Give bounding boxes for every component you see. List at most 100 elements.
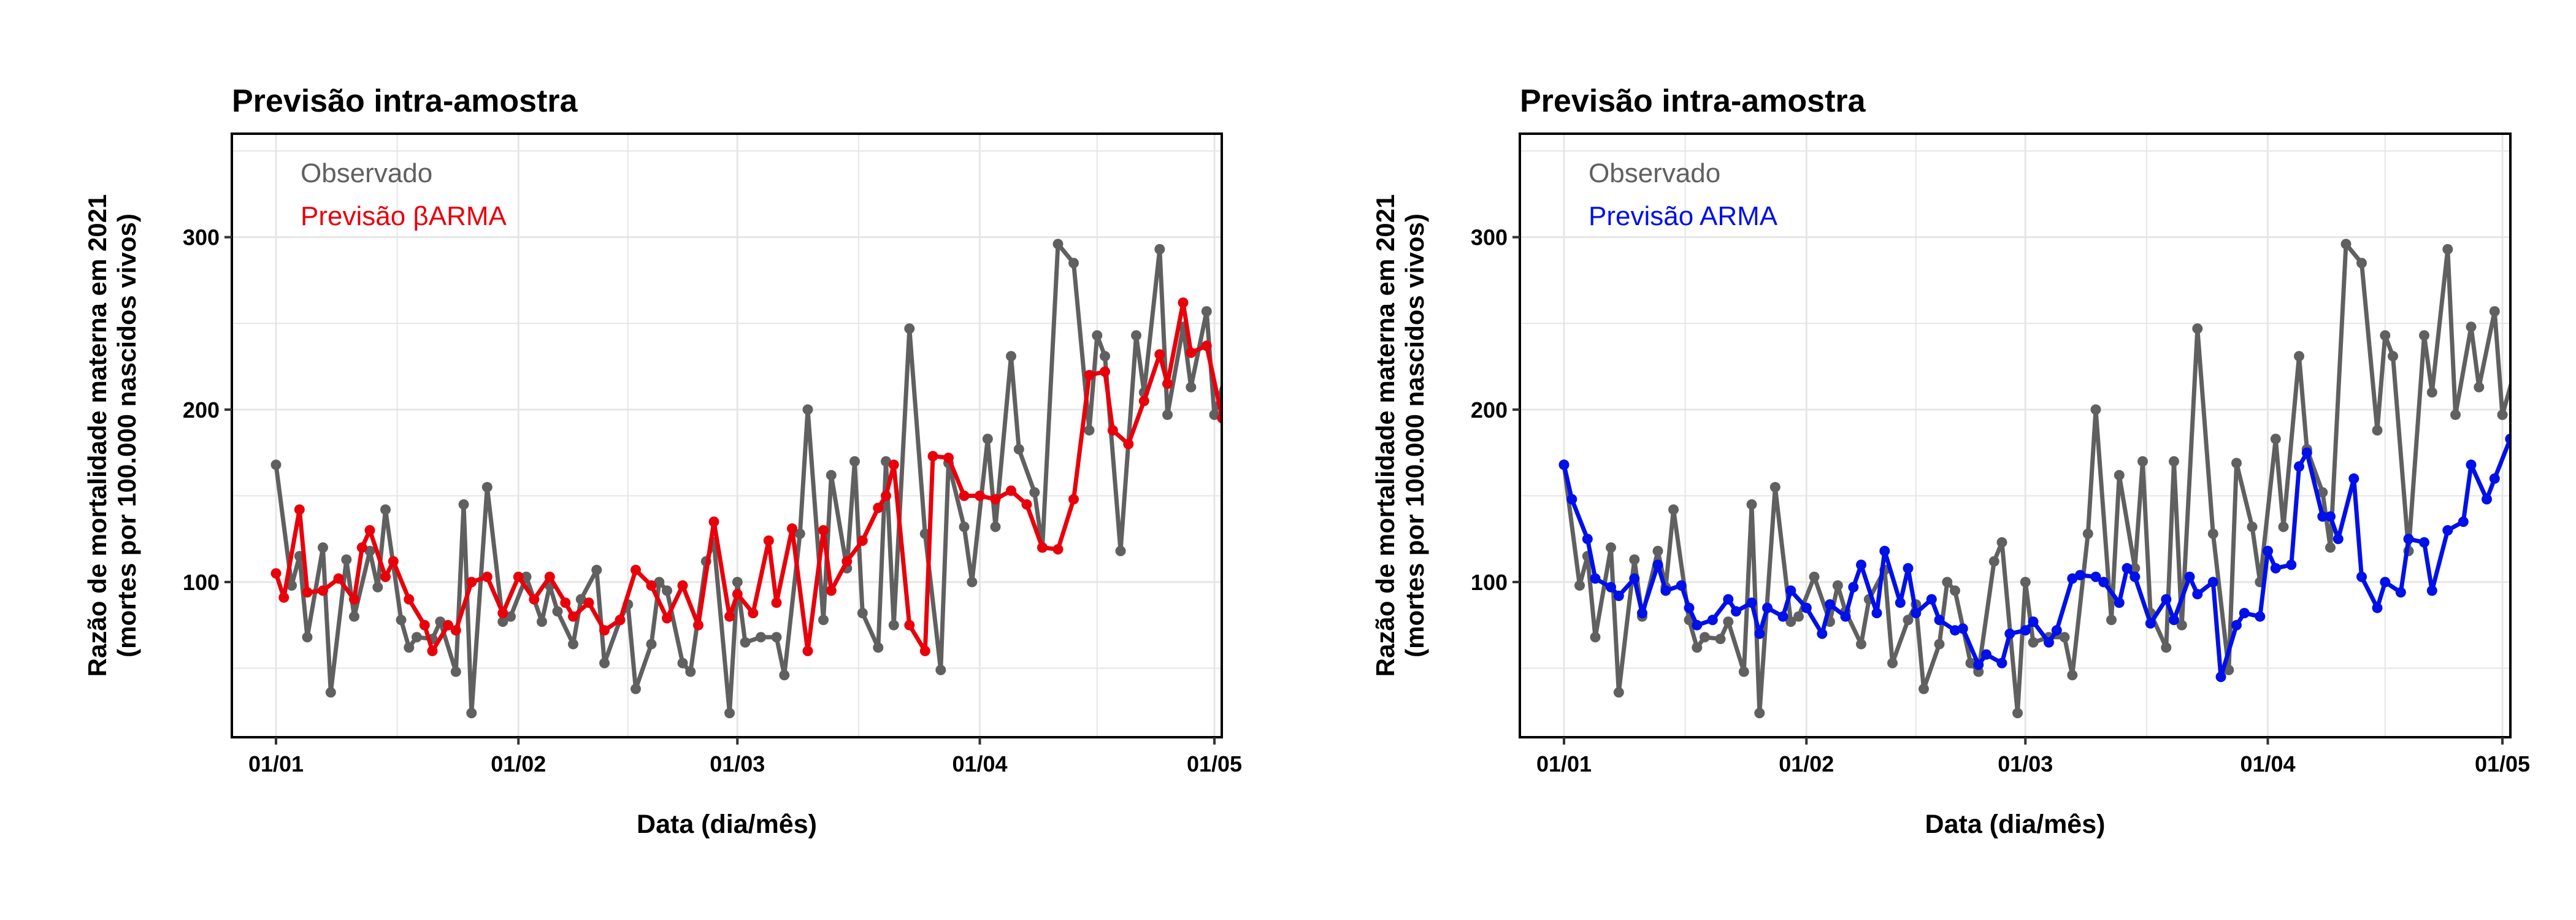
data-point: [2028, 637, 2039, 648]
data-point: [1754, 708, 1765, 719]
data-point: [2513, 355, 2523, 365]
data-point: [708, 516, 719, 527]
data-point: [2489, 473, 2500, 484]
panel-border: [231, 132, 1223, 738]
data-point: [2129, 572, 2141, 582]
data-point: [873, 642, 884, 653]
data-point: [302, 632, 313, 643]
data-point: [1606, 542, 1616, 553]
data-point: [1319, 384, 1329, 394]
data-point: [1311, 306, 1321, 316]
data-point: [2137, 456, 2148, 467]
data-point: [771, 597, 782, 608]
data-point: [685, 666, 696, 677]
data-point: [1700, 632, 1710, 643]
data-point: [1037, 542, 1048, 553]
data-point: [270, 568, 282, 579]
data-point: [1762, 602, 1773, 613]
data-point: [1460, 456, 1470, 467]
data-point: [2466, 459, 2477, 470]
data-point: [2223, 664, 2234, 675]
data-point: [286, 580, 297, 591]
data-point: [2325, 511, 2336, 522]
data-point: [1115, 545, 1126, 556]
data-point: [2380, 330, 2391, 341]
data-point: [537, 616, 547, 627]
data-point: [1926, 594, 1937, 605]
data-point: [1052, 544, 1064, 555]
data-point: [1606, 581, 1616, 592]
data-point: [466, 577, 477, 588]
data-point: [1676, 580, 1687, 591]
data-point: [1574, 580, 1585, 591]
data-point: [1911, 608, 1922, 619]
data-point: [2442, 525, 2453, 536]
data-point: [1154, 349, 1165, 360]
data-point: [771, 632, 782, 643]
data-point: [568, 638, 578, 650]
y-tick-label: 200: [183, 397, 220, 423]
data-point: [2059, 632, 2070, 643]
data-point: [1154, 243, 1165, 255]
data-point: [2426, 585, 2437, 596]
data-point: [1084, 370, 1095, 381]
data-point: [1452, 374, 1462, 384]
data-point: [2426, 387, 2437, 398]
series-forecast: [1558, 434, 2510, 683]
data-point: [1825, 599, 1835, 610]
data-point: [662, 585, 672, 596]
data-point: [888, 459, 899, 470]
data-point: [2317, 511, 2328, 522]
data-point: [2348, 473, 2359, 484]
y-axis-title: Razão de mortalidade materna em 2021(mor…: [1371, 194, 1429, 677]
data-point: [1264, 353, 1275, 363]
data-point: [583, 597, 594, 608]
data-point: [615, 615, 626, 626]
data-point: [349, 594, 359, 605]
y-tick-label: 100: [183, 570, 220, 595]
data-point: [959, 490, 970, 501]
data-point: [2169, 615, 2179, 626]
data-point: [654, 577, 665, 588]
y-axis-title-line: Razão de mortalidade materna em 2021: [83, 194, 112, 677]
data-point: [1629, 554, 1640, 565]
series-line: [274, 301, 1222, 653]
data-point: [1981, 649, 1991, 660]
data-point: [2184, 572, 2195, 582]
data-point: [1919, 683, 1929, 694]
data-point: [2372, 602, 2383, 613]
data-point: [2044, 637, 2054, 648]
data-point: [2114, 597, 2125, 608]
data-point: [349, 611, 359, 622]
data-point: [794, 528, 805, 539]
data-point: [2474, 381, 2485, 393]
data-point: [1358, 356, 1368, 367]
data-point: [2419, 537, 2429, 548]
data-point: [2325, 542, 2336, 553]
data-point: [396, 615, 407, 626]
data-point: [404, 642, 415, 653]
data-point: [278, 592, 289, 603]
plot-area: [270, 239, 1509, 719]
data-point: [662, 613, 672, 624]
data-point: [1934, 615, 1945, 626]
data-point: [2247, 521, 2258, 532]
y-axis-title-line: (mortes por 100.000 nascidos vivos): [112, 213, 141, 657]
data-point: [1785, 616, 1796, 627]
data-point: [2207, 528, 2218, 539]
legend-item-forecast: Previsão βARMA: [301, 201, 507, 231]
data-point: [2114, 470, 2125, 481]
data-point: [904, 323, 915, 334]
chart-title: Previsão intra-amostra: [232, 83, 578, 119]
x-tick-label: 01/03: [710, 751, 765, 776]
data-point: [1006, 485, 1016, 496]
y-axis-title: Razão de mortalidade materna em 2021(mor…: [83, 194, 141, 677]
data-point: [1319, 330, 1329, 340]
data-point: [2356, 258, 2367, 269]
data-point: [513, 572, 524, 582]
data-point: [1793, 611, 1804, 622]
data-point: [2497, 409, 2508, 420]
data-point: [1021, 499, 1032, 510]
data-point: [1746, 597, 1757, 608]
data-point: [1498, 503, 1509, 513]
